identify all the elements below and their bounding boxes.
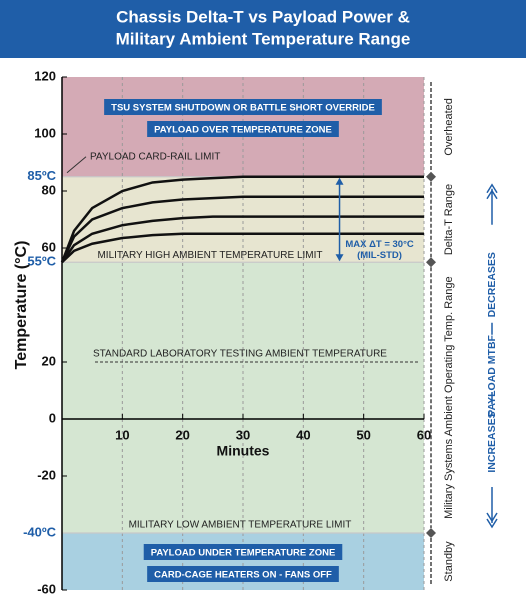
- reference-label: STANDARD LABORATORY TESTING AMBIENT TEMP…: [93, 349, 387, 360]
- zone-label-box: [143, 544, 343, 560]
- x-axis-label: Minutes: [217, 443, 270, 459]
- limit-tick-label: -40ºC: [23, 524, 57, 539]
- line: [60, 195, 424, 263]
- range-label: Delta-T Range: [443, 184, 455, 255]
- zone-label: PAYLOAD UNDER TEMPERATURE ZONE: [151, 548, 336, 559]
- x-tick-label: 20: [175, 427, 189, 442]
- y-tick-label: 60: [42, 239, 56, 254]
- mtbf-label: INCREASES: [486, 411, 498, 472]
- mtbf-label: DECREASES: [486, 252, 498, 317]
- x-tick-label: 50: [356, 427, 370, 442]
- range-divider: [426, 171, 436, 182]
- zone-label-box: [104, 99, 382, 115]
- x-tick-label: 10: [115, 427, 129, 442]
- arrow-label: (MIL-STD): [357, 250, 402, 261]
- zone-label-box: [147, 121, 339, 137]
- y-tick-label: 120: [34, 68, 56, 83]
- mtbf-label: PAYLOAD MTBF: [486, 334, 498, 416]
- title-banner: [0, 0, 526, 58]
- limit-label: MILITARY HIGH AMBIENT TEMPERATURE LIMIT: [97, 250, 322, 261]
- chart-title: Chassis Delta-T vs Payload Power &: [116, 7, 410, 26]
- y-axis-label: Temperature (°C): [13, 241, 30, 370]
- range-label: Standby: [443, 541, 455, 582]
- limit-tick-label: 55ºC: [27, 254, 56, 269]
- arrowhead: [335, 177, 344, 185]
- zone-label: PAYLOAD OVER TEMPERATURE ZONE: [154, 125, 332, 136]
- line: [61, 232, 424, 264]
- limit-label: PAYLOAD CARD-RAIL LIMIT: [90, 151, 220, 162]
- line: [60, 175, 424, 263]
- arrowhead: [335, 254, 344, 262]
- chart-title: Military Ambient Temperature Range: [116, 29, 411, 48]
- mtbf-arrow: [486, 512, 498, 529]
- range-divider: [426, 528, 436, 538]
- y-tick-label: 100: [34, 125, 56, 140]
- leader-line: [66, 156, 87, 174]
- x-tick-label: 60: [417, 427, 431, 442]
- x-tick-label: 30: [236, 427, 250, 442]
- limit-tick-label: 85ºC: [27, 168, 56, 183]
- range-divider: [426, 257, 436, 268]
- x-tick-label: 40: [296, 427, 310, 442]
- range-label: Overheated: [443, 98, 455, 155]
- line: [60, 215, 424, 263]
- arrow-label: MAX ΔT = 30°C: [345, 239, 414, 250]
- y-tick-label: 20: [42, 353, 56, 368]
- y-tick-label: -60: [37, 581, 56, 596]
- zone-label-box: [147, 566, 339, 582]
- zone-label: TSU SYSTEM SHUTDOWN OR BATTLE SHORT OVER…: [111, 103, 375, 114]
- mtbf-arrow: [486, 183, 498, 200]
- y-tick-label: 80: [42, 182, 56, 197]
- y-tick-label: 0: [49, 410, 56, 425]
- range-label: Military Systems Ambient Operating Temp.…: [443, 276, 455, 519]
- limit-label: MILITARY LOW AMBIENT TEMPERATURE LIMIT: [129, 520, 352, 531]
- zone-label: CARD-CAGE HEATERS ON - FANS OFF: [154, 570, 332, 581]
- y-tick-label: -20: [37, 467, 56, 482]
